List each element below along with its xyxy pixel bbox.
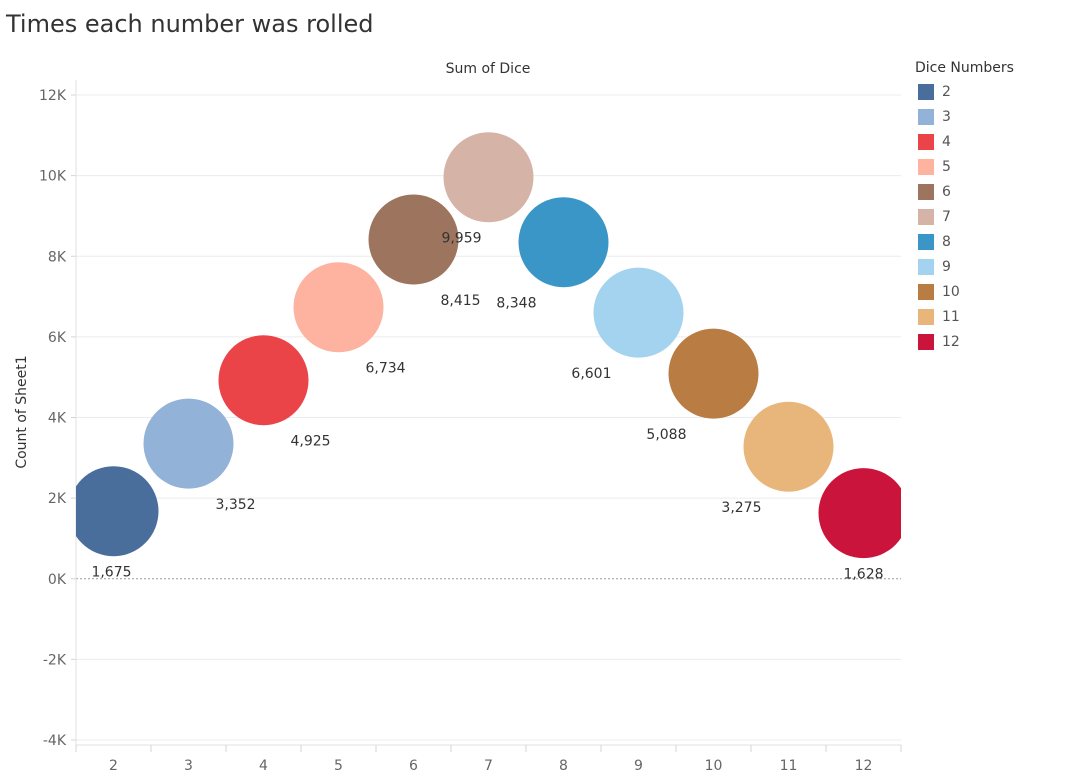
legend-item-6[interactable]: 6 (915, 179, 1014, 204)
value-label-4: 4,925 (291, 433, 331, 449)
legend-item-12[interactable]: 12 (915, 329, 1014, 354)
value-label-11: 3,275 (721, 500, 761, 516)
x-tick-label: 6 (409, 758, 418, 774)
legend-item-9[interactable]: 9 (915, 254, 1014, 279)
legend-label: 10 (942, 283, 960, 300)
legend-label: 12 (942, 333, 960, 350)
y-tick-label: 2K (48, 491, 67, 507)
value-label-10: 5,088 (646, 427, 686, 443)
value-label-3: 3,352 (216, 497, 256, 513)
legend-label: 9 (942, 258, 951, 275)
y-axis-title: Count of Sheet1 (14, 355, 30, 468)
legend-item-11[interactable]: 11 (915, 304, 1014, 329)
legend-swatch (918, 308, 934, 325)
legend-swatch (918, 233, 934, 250)
x-tick-label: 4 (259, 758, 268, 774)
x-tick-label: 3 (184, 758, 193, 774)
value-label-12: 1,628 (843, 566, 883, 582)
legend-swatch (918, 158, 934, 175)
legend-swatch (918, 258, 934, 275)
y-tick-label: 6K (48, 330, 67, 346)
legend-swatch (918, 208, 934, 225)
chart-title: Times each number was rolled (6, 10, 374, 38)
legend-swatch (918, 108, 934, 125)
bubble-5[interactable] (293, 262, 384, 353)
legend-item-4[interactable]: 4 (915, 129, 1014, 154)
legend-item-8[interactable]: 8 (915, 229, 1014, 254)
x-axis-title: Sum of Dice (446, 61, 531, 77)
legend-swatch (918, 283, 934, 300)
bubble-11[interactable] (743, 401, 834, 492)
legend-item-3[interactable]: 3 (915, 104, 1014, 129)
x-axis: 2 3 4 5 6 7 8 9 10 11 12 (75, 744, 902, 774)
bubble-9[interactable] (593, 267, 684, 358)
legend-label: 5 (942, 158, 951, 175)
bubble-2[interactable] (69, 466, 159, 557)
legend-title: Dice Numbers (915, 60, 1014, 76)
legend-label: 2 (942, 83, 951, 100)
legend-swatch (918, 83, 934, 100)
x-tick-label: 8 (559, 758, 568, 774)
value-labels-layer: 1,675 3,352 4,925 6,734 8,415 9,959 8,348 6,601… (91, 231, 883, 583)
y-tick-label: 12K (39, 88, 67, 104)
value-label-5: 6,734 (366, 361, 406, 377)
legend-item-10[interactable]: 10 (915, 279, 1014, 304)
legend-label: 3 (942, 108, 951, 125)
bubble-7[interactable] (443, 132, 534, 223)
value-label-7: 9,959 (441, 231, 481, 247)
legend-swatch (918, 183, 934, 200)
bubble-6[interactable] (368, 194, 459, 285)
legend: Dice Numbers 2 3 4 5 6 7 8 9 10 11 12 (915, 60, 1014, 354)
y-tick-label: -4K (43, 733, 67, 749)
legend-swatch (918, 133, 934, 150)
y-tick-label: 10K (39, 169, 67, 185)
legend-label: 8 (942, 233, 951, 250)
x-tick-label: 7 (484, 758, 493, 774)
y-tick-label: 4K (48, 411, 67, 427)
bubble-8[interactable] (518, 197, 609, 288)
y-tick-label: 8K (48, 249, 67, 265)
bubble-4[interactable] (218, 335, 309, 426)
legend-swatch (918, 333, 934, 350)
x-tick-label: 5 (334, 758, 343, 774)
x-tick-label: 10 (705, 758, 723, 774)
legend-label: 6 (942, 183, 951, 200)
x-tick-label: 9 (634, 758, 643, 774)
x-tick-label: 11 (780, 758, 798, 774)
legend-label: 11 (942, 308, 960, 325)
value-label-9: 6,601 (571, 366, 611, 382)
bubble-12[interactable] (818, 468, 909, 559)
legend-items: 2 3 4 5 6 7 8 9 10 11 12 (915, 79, 1014, 354)
y-tick-label: -2K (43, 652, 67, 668)
value-label-2: 1,675 (91, 564, 131, 580)
legend-label: 7 (942, 208, 951, 225)
x-tick-label: 12 (855, 758, 873, 774)
bubbles-layer (69, 132, 909, 559)
value-label-6: 8,415 (441, 293, 481, 309)
legend-item-2[interactable]: 2 (915, 79, 1014, 104)
value-label-8: 8,348 (496, 295, 536, 311)
legend-item-7[interactable]: 7 (915, 204, 1014, 229)
y-axis: 12K 10K 8K 6K 4K 2K 0K -2K -4K (39, 80, 77, 749)
bubble-3[interactable] (143, 398, 234, 489)
y-tick-label: 0K (48, 572, 67, 588)
x-tick-label: 2 (109, 758, 118, 774)
legend-label: 4 (942, 133, 951, 150)
legend-item-5[interactable]: 5 (915, 154, 1014, 179)
bubble-10[interactable] (668, 328, 759, 419)
